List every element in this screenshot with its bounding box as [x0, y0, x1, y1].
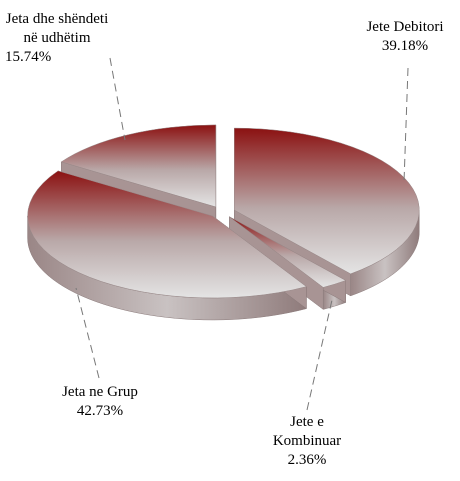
slice: [27, 170, 307, 299]
data-label: Jete e Kombinuar 2.36%: [262, 413, 352, 470]
leader-line: [306, 299, 333, 411]
category-label: Jeta ne Grup: [62, 384, 138, 400]
value-label: 2.36%: [287, 452, 327, 468]
data-label: Jete Debitori 39.18%: [355, 18, 455, 56]
slice: [229, 216, 347, 288]
value-label: 39.18%: [381, 38, 429, 54]
slice: [60, 124, 217, 208]
value-label: 42.73%: [76, 403, 124, 419]
leader-line: [109, 57, 126, 141]
category-label: Jete Debitori: [366, 19, 444, 35]
leader-line: [403, 67, 409, 183]
data-label: Jeta dhe shëndeti në udhëtim 15.74%: [5, 10, 109, 67]
leader-line: [75, 287, 100, 379]
slice: [234, 127, 420, 275]
data-label: Jeta ne Grup 42.73%: [40, 383, 160, 421]
category-label: Jeta dhe shëndeti në udhëtim: [5, 11, 109, 46]
value-label: 15.74%: [5, 49, 52, 65]
category-label: Jete e Kombinuar: [272, 414, 342, 449]
